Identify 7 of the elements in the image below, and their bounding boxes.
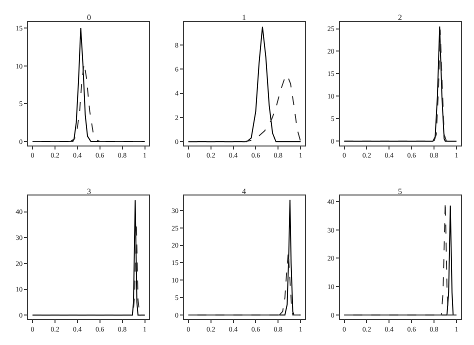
chart-title: 0 bbox=[87, 13, 91, 22]
chart-title: 5 bbox=[398, 187, 402, 196]
line-series bbox=[188, 252, 302, 316]
chart-title: 3 bbox=[87, 187, 91, 196]
chart-title: 1 bbox=[242, 13, 246, 22]
chart-title: 4 bbox=[242, 187, 246, 196]
chart-title: 2 bbox=[398, 13, 402, 22]
